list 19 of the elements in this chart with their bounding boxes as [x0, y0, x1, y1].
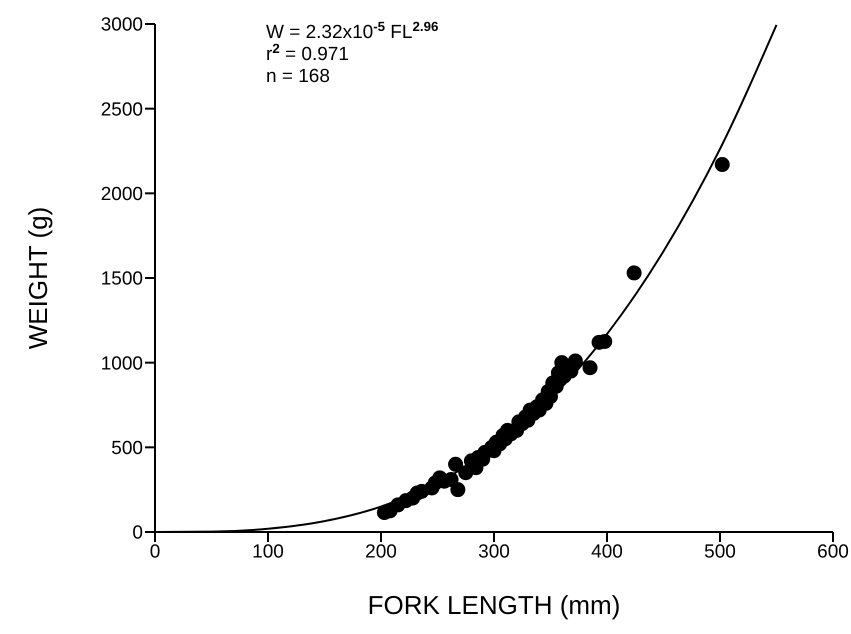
y-tick-label: 3000 — [100, 14, 143, 36]
x-axis-title: FORK LENGTH (mm) — [368, 590, 620, 620]
y-tick-label: 2500 — [100, 99, 143, 120]
x-tick-label: 500 — [704, 541, 736, 562]
y-tick-label: 1000 — [100, 353, 143, 374]
x-tick-label: 0 — [150, 541, 160, 562]
y-axis-title: WEIGHT (g) — [23, 206, 54, 350]
annotation: n = 168 — [266, 66, 330, 87]
y-tick-label: 1500 — [100, 268, 143, 290]
y-tick-label: 500 — [111, 438, 143, 460]
y-tick-label: 2000 — [100, 184, 143, 206]
x-tick-label: 200 — [365, 541, 397, 562]
annotation: W = 2.32x10$^{-5}$ FL$^{2.96}$ — [266, 18, 438, 43]
x-tick-label: 100 — [252, 541, 284, 562]
x-tick-label: 400 — [591, 541, 623, 562]
x-tick-label: 300 — [478, 541, 510, 562]
y-tick-label: 0 — [132, 522, 143, 544]
x-tick-label: 600 — [817, 541, 849, 562]
annotation: r$^{2}$ = 0.971 — [266, 40, 349, 65]
